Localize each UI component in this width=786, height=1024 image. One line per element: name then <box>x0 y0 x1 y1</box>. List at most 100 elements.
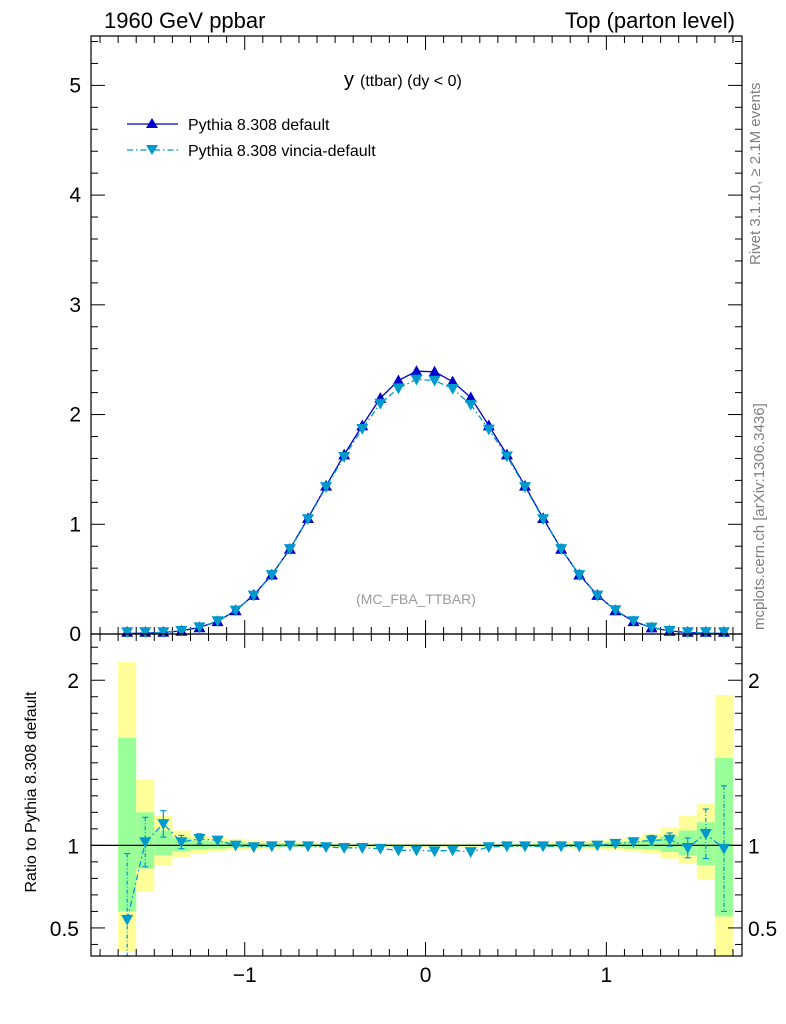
ratio-point-24 <box>555 841 568 853</box>
ratio-point-15 <box>392 845 405 857</box>
band-inner-2 <box>154 830 173 856</box>
point-vincia-default-9 <box>283 544 296 555</box>
ratio-point-11 <box>320 842 333 854</box>
ratio-ytick-label-1: 1 <box>67 835 79 858</box>
ratio-point-29 <box>645 835 658 847</box>
ratio-series <box>121 785 730 957</box>
ratio-panel: 0.5 1 2 0.5 1 2 −1 0 1 Ratio to Pythia 8… <box>23 633 777 987</box>
ratio-point-27 <box>609 838 622 850</box>
main-ytick-label-3: 3 <box>69 294 81 317</box>
point-vincia-default-8 <box>265 570 278 581</box>
point-vincia-default-25 <box>573 570 586 581</box>
ratio-ytick-label-right-2: 2 <box>748 670 760 693</box>
point-pythia-default-18 <box>446 375 459 387</box>
ratio-point-30 <box>663 834 676 846</box>
ratio-point-31 <box>681 843 694 854</box>
analysis-annotation: (MC_FBA_TTBAR) <box>356 591 476 607</box>
point-pythia-default-17 <box>428 365 441 377</box>
ratio-axis-ticks <box>91 634 742 956</box>
line-vincia-default <box>127 378 724 635</box>
point-vincia-default-10 <box>302 514 314 526</box>
ratio-bands <box>118 662 733 956</box>
main-ytick-label-1: 1 <box>69 513 81 536</box>
point-vincia-default-17 <box>428 375 441 387</box>
xtick-label-1: 1 <box>601 964 613 987</box>
point-vincia-default-19 <box>464 399 477 411</box>
ratio-point-10 <box>302 841 314 853</box>
point-vincia-default-33 <box>717 627 730 638</box>
main-ytick-label-2: 2 <box>69 404 81 427</box>
ratio-point-23 <box>537 841 550 853</box>
point-vincia-default-2 <box>157 627 170 638</box>
point-vincia-default-7 <box>247 590 260 602</box>
ratio-point-0 <box>121 914 134 926</box>
point-vincia-default-1 <box>139 627 152 638</box>
ratio-y-axis-label: Ratio to Pythia 8.308 default <box>23 691 40 893</box>
main-ytick-label-4: 4 <box>69 184 81 207</box>
series-vincia-default <box>121 374 730 638</box>
point-pythia-default-19 <box>464 391 477 403</box>
point-vincia-default-29 <box>645 622 658 634</box>
ratio-point-17 <box>428 846 441 858</box>
header-left: 1960 GeV ppbar <box>104 8 265 33</box>
plot-title-rest: (ttbar) (dy < 0) <box>360 73 462 90</box>
point-vincia-default-3 <box>175 626 188 637</box>
legend-marker-default <box>146 118 158 128</box>
ratio-ytick-label-right-0.5: 0.5 <box>748 918 777 941</box>
point-vincia-default-15 <box>392 383 405 395</box>
ratio-ytick-label-0.5: 0.5 <box>50 918 79 941</box>
point-vincia-default-12 <box>338 451 351 463</box>
header-right: Top (parton level) <box>565 8 735 33</box>
ratio-point-8 <box>265 841 278 853</box>
main-ytick-label-0: 0 <box>69 623 81 646</box>
main-y-tick-labels: 0 1 2 3 4 5 <box>69 74 81 646</box>
xtick-label-minus1: −1 <box>233 964 257 987</box>
mcplots-label: mcplots.cern.ch [arXiv:1306.3436] <box>751 403 768 630</box>
ratio-point-7 <box>247 842 260 854</box>
point-pythia-default-16 <box>410 365 423 377</box>
ratio-point-16 <box>410 845 423 857</box>
main-panel: 0 1 2 3 4 5 y (ttbar) (dy < 0) Pythia 8.3… <box>69 35 743 646</box>
ratio-point-6 <box>229 840 242 852</box>
ratio-point-4 <box>193 833 206 845</box>
plot-title-main: y <box>344 69 354 91</box>
point-pythia-default-15 <box>392 374 405 386</box>
line-pythia-default <box>127 370 724 635</box>
point-vincia-default-20 <box>482 424 495 436</box>
main-ytick-label-5: 5 <box>69 74 81 97</box>
legend-label-default: Pythia 8.308 default <box>188 117 330 134</box>
point-vincia-default-18 <box>446 383 459 395</box>
legend-label-vincia: Pythia 8.308 vincia-default <box>188 143 376 160</box>
band-inner-32 <box>696 822 715 866</box>
ratio-y-tick-labels: 0.5 1 2 0.5 1 2 <box>50 670 777 941</box>
point-vincia-default-28 <box>627 616 640 628</box>
ratio-point-3 <box>175 837 188 849</box>
point-vincia-default-22 <box>519 482 531 493</box>
ratio-point-12 <box>338 843 351 854</box>
ratio-x-tick-labels: −1 0 1 <box>233 964 612 987</box>
ratio-point-26 <box>591 840 604 852</box>
ratio-point-25 <box>573 841 586 853</box>
point-vincia-default-16 <box>410 374 423 386</box>
ratio-point-22 <box>519 841 531 853</box>
point-vincia-default-14 <box>374 398 387 410</box>
point-vincia-default-32 <box>699 627 712 638</box>
point-vincia-default-13 <box>356 424 369 435</box>
ratio-point-28 <box>627 837 640 849</box>
ratio-point-5 <box>211 835 224 847</box>
point-vincia-default-21 <box>500 451 513 463</box>
rivet-label: Rivet 3.1.10, ≥ 2.1M events <box>747 83 764 266</box>
ratio-point-21 <box>500 841 513 853</box>
point-vincia-default-6 <box>229 605 242 617</box>
point-vincia-default-4 <box>193 622 206 634</box>
main-axis-ticks <box>91 36 742 635</box>
ratio-point-14 <box>374 843 387 855</box>
plot-title: y (ttbar) (dy < 0) <box>344 69 462 91</box>
point-vincia-default-30 <box>663 626 676 637</box>
ratio-point-33 <box>717 843 730 855</box>
point-vincia-default-26 <box>591 590 604 602</box>
band-inner-0 <box>118 738 137 912</box>
ratio-point-2 <box>157 819 170 830</box>
point-vincia-default-31 <box>681 627 694 638</box>
